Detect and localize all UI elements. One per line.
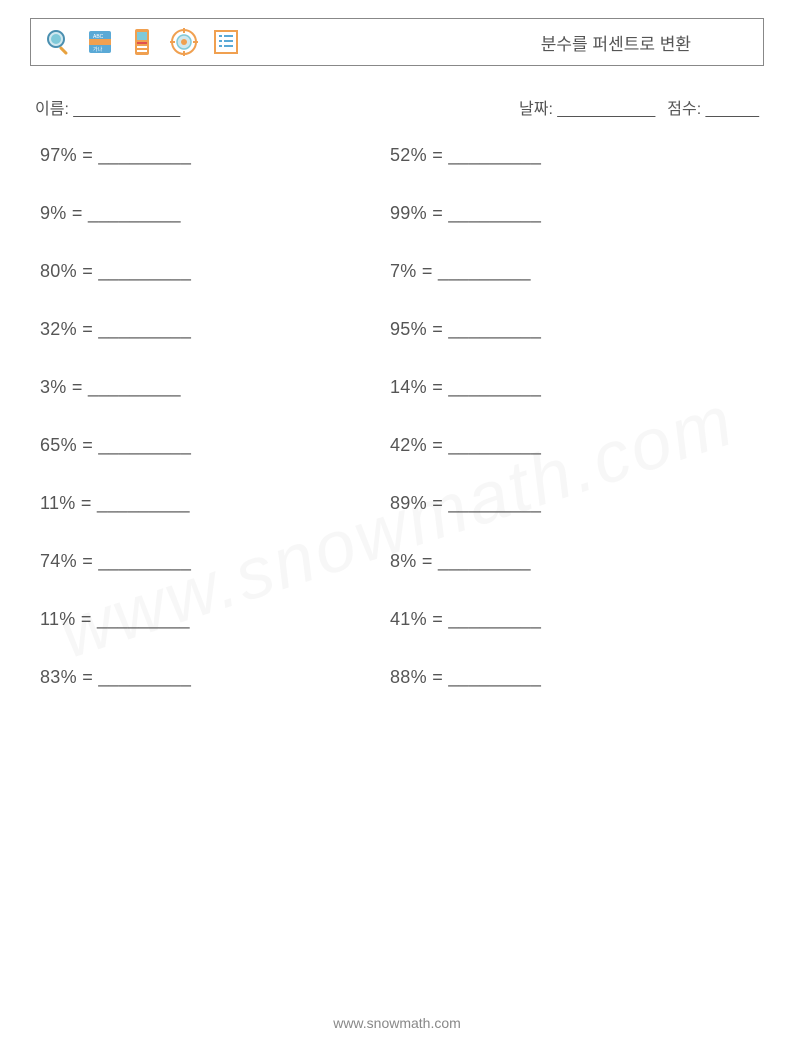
problem-blank: _________: [448, 667, 541, 687]
problem-value: 99%: [390, 203, 427, 223]
problem-blank: _________: [98, 551, 191, 571]
problem-item: 97% = _________: [40, 145, 390, 166]
problem-item: 89% = _________: [390, 493, 740, 514]
card-icon: ABC 가나: [85, 27, 115, 57]
problem-blank: _________: [97, 609, 190, 629]
left-column: 97% = _________ 9% = _________ 80% = ___…: [40, 145, 390, 725]
magnifier-icon: [43, 27, 73, 57]
problem-value: 80%: [40, 261, 77, 281]
problem-blank: _________: [88, 203, 181, 223]
problem-value: 89%: [390, 493, 427, 513]
problem-value: 11%: [40, 493, 76, 513]
problem-item: 41% = _________: [390, 609, 740, 630]
footer-url: www.snowmath.com: [0, 1015, 794, 1031]
problem-blank: _________: [448, 377, 541, 397]
problem-blank: _________: [98, 435, 191, 455]
problem-blank: _________: [98, 319, 191, 339]
problem-value: 74%: [40, 551, 77, 571]
problem-item: 11% = _________: [40, 493, 390, 514]
problem-blank: _________: [438, 551, 531, 571]
problem-blank: _________: [448, 435, 541, 455]
meta-row: 이름: ____________ 날짜: ___________ 점수: ___…: [35, 95, 759, 119]
problem-value: 42%: [390, 435, 427, 455]
problem-item: 42% = _________: [390, 435, 740, 456]
problem-blank: _________: [98, 261, 191, 281]
device-icon: [127, 27, 157, 57]
problem-blank: _________: [448, 319, 541, 339]
problem-value: 65%: [40, 435, 77, 455]
problem-blank: _________: [98, 145, 191, 165]
problem-value: 7%: [390, 261, 417, 281]
worksheet-title: 분수를 퍼센트로 변환: [541, 30, 691, 55]
problem-item: 3% = _________: [40, 377, 390, 398]
problem-item: 9% = _________: [40, 203, 390, 224]
svg-text:가나: 가나: [93, 46, 103, 53]
problem-item: 99% = _________: [390, 203, 740, 224]
problem-value: 14%: [390, 377, 427, 397]
date-field: 날짜: ___________: [519, 95, 655, 119]
problem-value: 11%: [40, 609, 76, 629]
header-icons: ABC 가나: [43, 27, 241, 57]
problem-value: 88%: [390, 667, 427, 687]
right-column: 52% = _________ 99% = _________ 7% = ___…: [390, 145, 740, 725]
problem-value: 52%: [390, 145, 427, 165]
name-field: 이름: ____________: [35, 95, 180, 119]
problem-value: 3%: [40, 377, 67, 397]
problem-item: 80% = _________: [40, 261, 390, 282]
problem-item: 88% = _________: [390, 667, 740, 688]
problem-value: 8%: [390, 551, 417, 571]
problem-blank: _________: [88, 377, 181, 397]
problem-item: 83% = _________: [40, 667, 390, 688]
problem-blank: _________: [98, 667, 191, 687]
problem-item: 95% = _________: [390, 319, 740, 340]
problem-value: 9%: [40, 203, 67, 223]
problem-value: 97%: [40, 145, 77, 165]
target-icon: [169, 27, 199, 57]
problem-item: 74% = _________: [40, 551, 390, 572]
problem-blank: _________: [448, 493, 541, 513]
problems-area: 97% = _________ 9% = _________ 80% = ___…: [40, 145, 754, 725]
problem-item: 32% = _________: [40, 319, 390, 340]
problem-blank: _________: [438, 261, 531, 281]
problem-item: 52% = _________: [390, 145, 740, 166]
problem-item: 11% = _________: [40, 609, 390, 630]
problem-blank: _________: [448, 203, 541, 223]
svg-text:ABC: ABC: [93, 34, 104, 40]
header-box: ABC 가나: [30, 18, 764, 66]
problem-value: 32%: [40, 319, 77, 339]
problem-value: 41%: [390, 609, 427, 629]
problem-blank: _________: [448, 145, 541, 165]
list-icon: [211, 27, 241, 57]
problem-value: 83%: [40, 667, 77, 687]
problem-blank: _________: [97, 493, 190, 513]
problem-blank: _________: [448, 609, 541, 629]
problem-item: 7% = _________: [390, 261, 740, 282]
problem-item: 8% = _________: [390, 551, 740, 572]
score-field: 점수: ______: [667, 95, 759, 119]
problem-item: 65% = _________: [40, 435, 390, 456]
problem-item: 14% = _________: [390, 377, 740, 398]
problem-value: 95%: [390, 319, 427, 339]
